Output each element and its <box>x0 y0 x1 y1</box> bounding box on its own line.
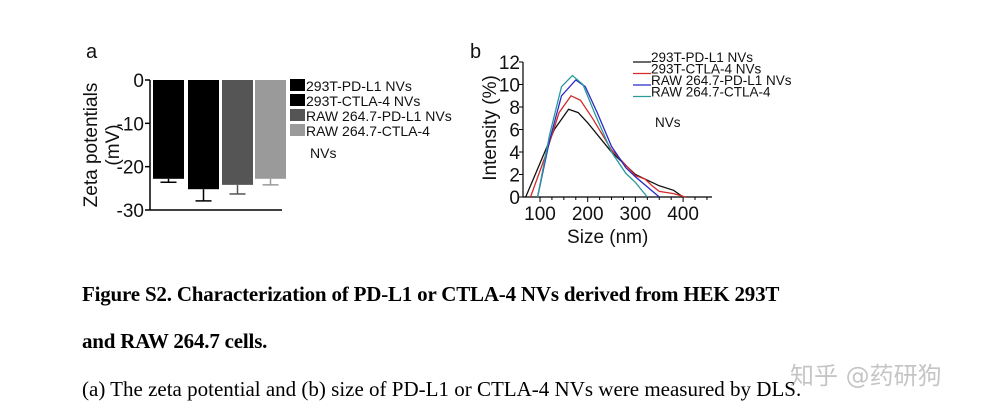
y-tick-label-b: 4 <box>509 143 520 164</box>
y-tick-label-b: 8 <box>509 98 520 119</box>
legend-swatch <box>290 109 305 121</box>
y-tick-label-a: -10 <box>117 114 144 135</box>
legend-swatch <box>290 79 305 91</box>
legend-label: 293T-CTLA-4 NVs <box>651 62 762 77</box>
legend-label: RAW 264.7-PD-L1 NVs <box>651 73 792 88</box>
caption-title-line2: and RAW 264.7 cells. <box>82 329 268 353</box>
bar <box>222 80 253 185</box>
x-tick-label-b: 400 <box>667 204 699 225</box>
x-tick-label-b: 100 <box>524 204 556 225</box>
legend-label: 293T-PD-L1 NVs <box>306 78 412 94</box>
y-axis-title-b: Intensity (%) <box>480 75 501 181</box>
legend-label: 293T-CTLA-4 NVs <box>306 93 420 109</box>
x-tick-label-b: 300 <box>620 204 652 225</box>
legend-swatch <box>290 124 305 136</box>
legend-label: RAW 264.7-CTLA-4 <box>651 85 771 100</box>
watermark: 知乎 @药研狗 <box>790 362 942 390</box>
y-tick-label-a: -20 <box>117 158 144 179</box>
series-line <box>536 74 648 198</box>
x-axis-title-b: Size (nm) <box>567 227 648 248</box>
panel-label-a: a <box>86 41 98 63</box>
legend-label: NVs <box>655 115 681 130</box>
y-tick-label-b: 10 <box>499 76 520 97</box>
bar <box>255 80 286 179</box>
caption-title-line1: Figure S2. Characterization of PD-L1 or … <box>82 282 780 306</box>
series-line <box>529 94 686 198</box>
y-tick-label-b: 12 <box>499 53 520 74</box>
bar <box>153 80 184 179</box>
bar <box>188 80 219 190</box>
y-tick-label-a: -30 <box>117 201 144 222</box>
legend-label: NVs <box>310 145 336 161</box>
y-tick-label-a: 0 <box>133 71 144 92</box>
legend-label: RAW 264.7-CTLA-4 <box>306 123 430 139</box>
y-tick-label-b: 2 <box>509 166 520 187</box>
x-tick-label-b: 200 <box>572 204 604 225</box>
panel-label-b: b <box>470 41 481 63</box>
legend-label: RAW 264.7-PD-L1 NVs <box>306 108 452 124</box>
legend-label: 293T-PD-L1 NVs <box>651 50 753 65</box>
legend-swatch <box>290 94 305 106</box>
y-axis-title-a: Zeta potentials(mV) <box>81 83 124 208</box>
caption-description: (a) The zeta potential and (b) size of P… <box>82 377 802 401</box>
series-line <box>536 79 660 198</box>
y-tick-label-b: 0 <box>509 188 520 209</box>
y-tick-label-b: 6 <box>509 121 520 142</box>
